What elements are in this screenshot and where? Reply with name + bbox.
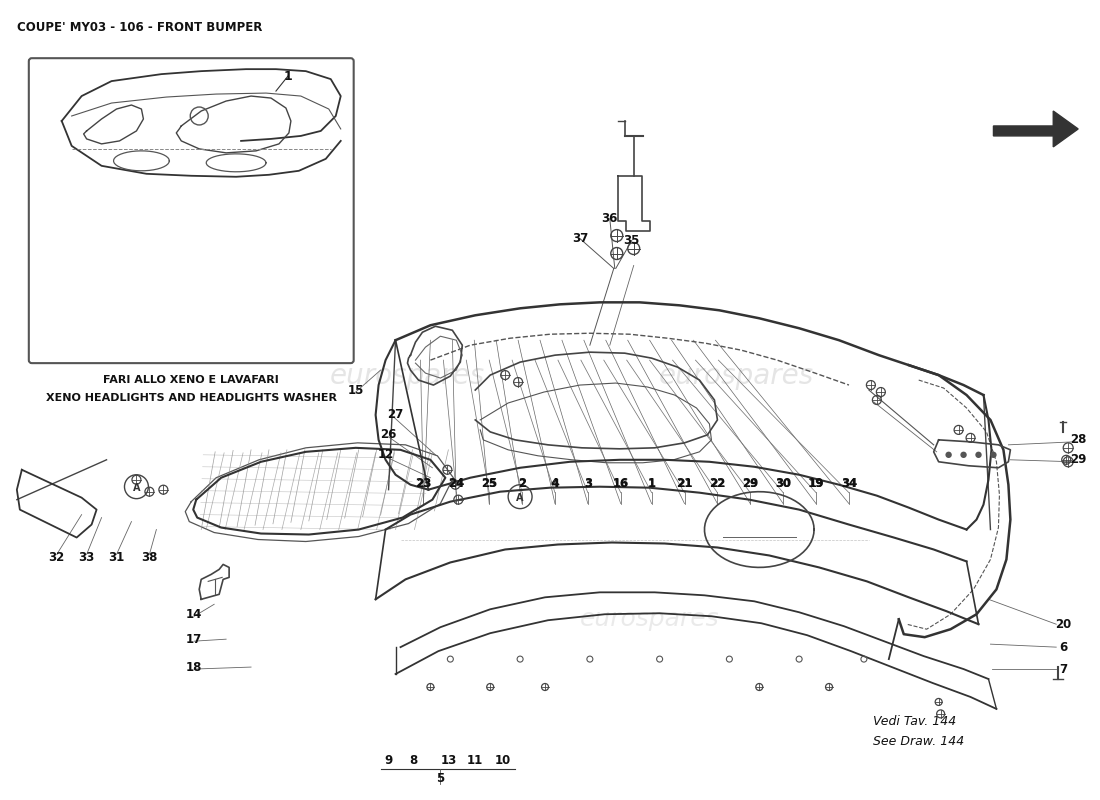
- Text: 32: 32: [48, 551, 65, 564]
- Text: eurospares: eurospares: [659, 362, 814, 390]
- Text: 19: 19: [808, 478, 824, 489]
- Text: 23: 23: [416, 478, 431, 490]
- Text: 18: 18: [186, 661, 202, 674]
- Text: 33: 33: [78, 551, 95, 564]
- Text: 38: 38: [141, 551, 157, 564]
- Text: 1: 1: [284, 70, 293, 82]
- Text: 17: 17: [186, 633, 202, 646]
- Text: 26: 26: [381, 428, 397, 442]
- Text: 36: 36: [602, 212, 618, 225]
- Text: 9: 9: [384, 754, 393, 767]
- Text: 34: 34: [842, 478, 857, 489]
- Text: 15: 15: [348, 383, 364, 397]
- Text: 37: 37: [572, 232, 588, 245]
- Text: 29: 29: [1070, 454, 1087, 466]
- Text: 30: 30: [776, 478, 791, 490]
- Text: 16: 16: [613, 478, 629, 490]
- Text: 6: 6: [1059, 641, 1067, 654]
- Polygon shape: [993, 111, 1078, 147]
- Text: 5: 5: [437, 772, 444, 785]
- Text: 27: 27: [387, 409, 404, 422]
- Circle shape: [946, 452, 952, 458]
- Text: 11: 11: [468, 754, 483, 767]
- Text: 25: 25: [481, 478, 497, 490]
- Text: A: A: [133, 482, 140, 493]
- Text: 16: 16: [613, 478, 628, 489]
- Text: 2: 2: [518, 478, 526, 489]
- Text: 24: 24: [449, 478, 464, 489]
- Text: 30: 30: [776, 478, 791, 489]
- Text: 4: 4: [551, 478, 559, 489]
- Text: Vedi Tav. 144: Vedi Tav. 144: [873, 715, 957, 728]
- Text: 29: 29: [742, 478, 758, 489]
- Text: 23: 23: [416, 478, 431, 489]
- Text: 3: 3: [584, 478, 592, 490]
- Text: 12: 12: [377, 448, 394, 462]
- Text: See Draw. 144: See Draw. 144: [873, 735, 965, 748]
- Text: 24: 24: [448, 478, 464, 490]
- Text: 22: 22: [710, 478, 725, 489]
- Circle shape: [991, 452, 996, 458]
- FancyBboxPatch shape: [29, 58, 354, 363]
- Circle shape: [976, 452, 981, 458]
- Text: 1: 1: [648, 478, 656, 490]
- Text: eurospares: eurospares: [580, 607, 719, 631]
- Text: 10: 10: [495, 754, 512, 767]
- Text: 7: 7: [1059, 662, 1067, 675]
- Text: 19: 19: [807, 478, 824, 490]
- Text: 21: 21: [676, 478, 692, 489]
- Text: 20: 20: [1055, 618, 1071, 630]
- Text: 31: 31: [109, 551, 124, 564]
- Text: FARI ALLO XENO E LAVAFARI: FARI ALLO XENO E LAVAFARI: [103, 375, 279, 385]
- Text: 2: 2: [518, 478, 526, 490]
- Text: 25: 25: [482, 478, 497, 489]
- Text: 21: 21: [676, 478, 693, 490]
- Text: 28: 28: [1070, 434, 1087, 446]
- Text: A: A: [516, 493, 524, 502]
- Text: 22: 22: [710, 478, 726, 490]
- Circle shape: [961, 452, 966, 458]
- Text: 4: 4: [551, 478, 559, 490]
- Text: 3: 3: [584, 478, 592, 489]
- Text: eurospares: eurospares: [330, 362, 485, 390]
- Text: 14: 14: [186, 608, 202, 621]
- Text: 1: 1: [648, 478, 656, 489]
- Text: 8: 8: [409, 754, 418, 767]
- Text: 34: 34: [840, 478, 857, 490]
- Text: 13: 13: [440, 754, 456, 767]
- Text: COUPE' MY03 - 106 - FRONT BUMPER: COUPE' MY03 - 106 - FRONT BUMPER: [16, 22, 262, 34]
- Text: 35: 35: [624, 234, 640, 247]
- Text: XENO HEADLIGHTS AND HEADLIGHTS WASHER: XENO HEADLIGHTS AND HEADLIGHTS WASHER: [46, 393, 337, 403]
- Text: 29: 29: [742, 478, 759, 490]
